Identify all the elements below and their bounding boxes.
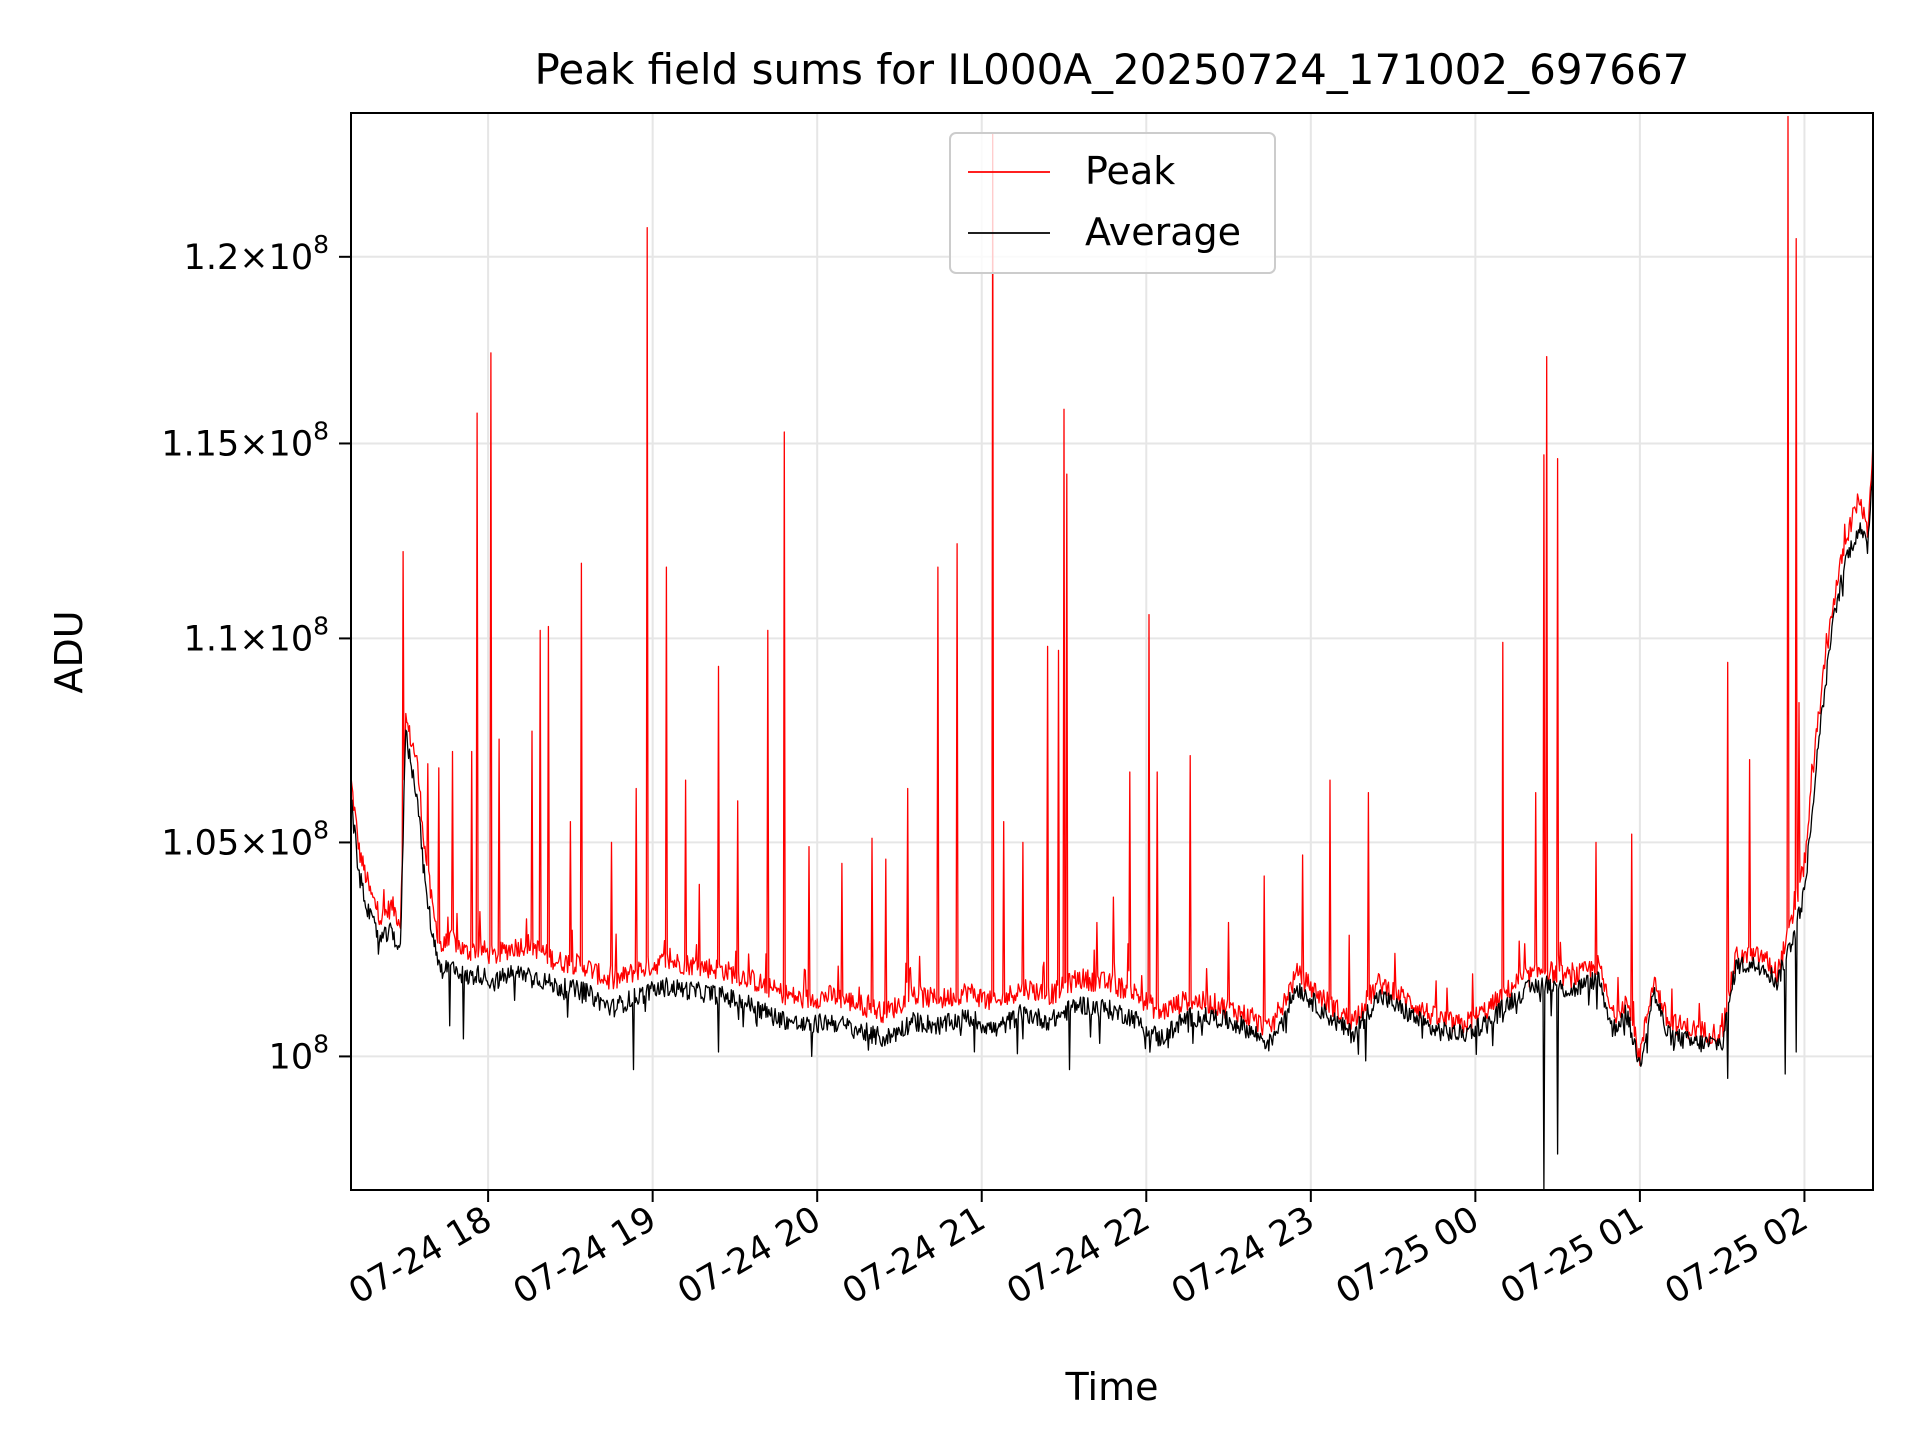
y-tick-label: 108 bbox=[269, 1029, 329, 1077]
peak-series-line bbox=[351, 115, 1873, 1066]
y-axis-label: ADU bbox=[47, 610, 91, 693]
y-tick-label: 1.2×108 bbox=[184, 230, 329, 278]
legend: Peak Average bbox=[949, 132, 1276, 274]
chart-title: Peak field sums for IL000A_20250724_1710… bbox=[535, 45, 1690, 94]
average-series-line bbox=[351, 458, 1873, 1190]
y-tick-label: 1.1×108 bbox=[184, 611, 329, 659]
y-tick-label: 1.05×108 bbox=[161, 815, 329, 863]
legend-box bbox=[949, 132, 1276, 274]
plot-frame bbox=[350, 112, 1874, 1191]
legend-peak-label: Peak bbox=[1085, 149, 1175, 193]
series-layer bbox=[351, 115, 1873, 1190]
x-axis-label: Time bbox=[1065, 1365, 1159, 1409]
y-tick-label: 1.15×108 bbox=[161, 416, 329, 464]
legend-average-label: Average bbox=[1085, 210, 1241, 254]
